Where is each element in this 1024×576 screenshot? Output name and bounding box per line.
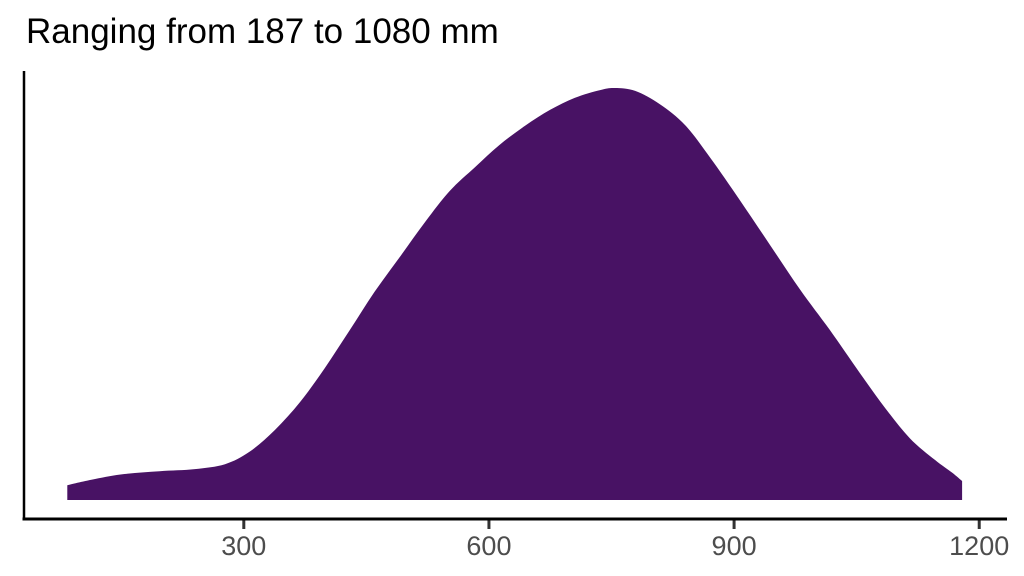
x-tick-label: 900 bbox=[711, 531, 757, 561]
density-area bbox=[67, 87, 963, 501]
x-tick-label: 300 bbox=[221, 531, 267, 561]
x-tick-label: 1200 bbox=[949, 531, 1010, 561]
x-axis-ticks bbox=[242, 520, 981, 529]
plot-title: Ranging from 187 to 1080 mm bbox=[26, 12, 499, 51]
x-tick-label: 600 bbox=[466, 531, 512, 561]
